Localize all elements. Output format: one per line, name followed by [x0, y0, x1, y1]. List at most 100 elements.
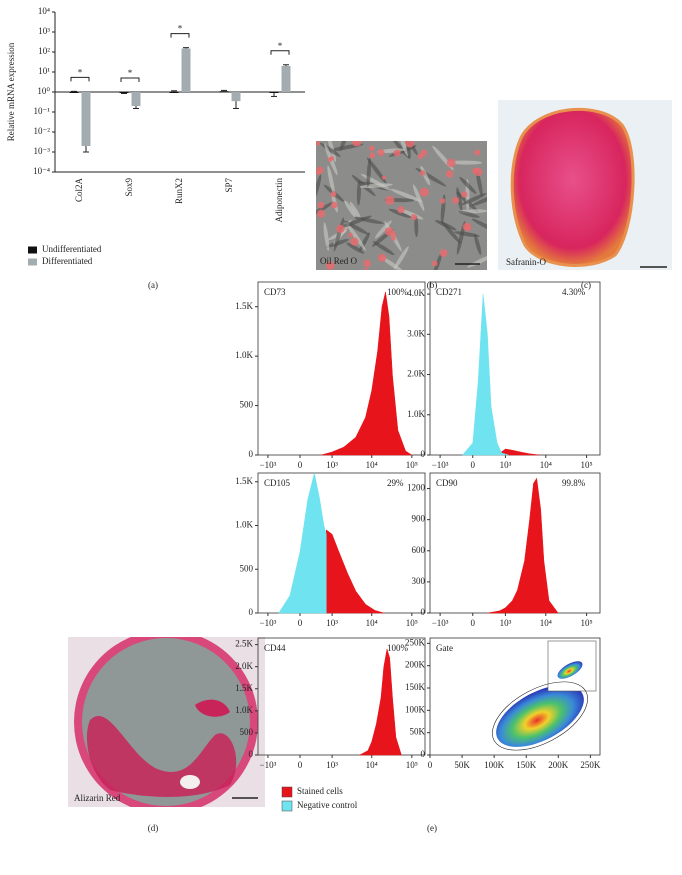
panel-label: (e) [427, 823, 437, 833]
cell [390, 188, 423, 202]
cell [456, 220, 466, 255]
x-tick-label: 10⁵ [406, 760, 418, 770]
cell [345, 222, 366, 251]
lipid-droplet [369, 152, 376, 159]
cell [339, 141, 349, 152]
y-tick-label: 250K [405, 637, 426, 647]
alizarin-red-image [68, 637, 265, 807]
cell [366, 157, 387, 184]
y-tick-label: 10⁰ [37, 86, 50, 96]
lipid-droplet [316, 141, 320, 146]
y-tick-label: 100K [405, 704, 426, 714]
legend-label: Differentiated [42, 256, 93, 266]
y-tick-label: 2.0K [407, 369, 425, 379]
y-tick-label: 1.5K [235, 301, 253, 311]
bar [269, 92, 279, 93]
x-tick-label: 10³ [326, 618, 338, 628]
bar [131, 92, 141, 106]
x-tick-label: 10⁴ [366, 618, 378, 628]
x-tick-label: 0 [298, 760, 303, 770]
y-tick-label: 10¹ [38, 66, 50, 76]
x-tick-label: 10⁴ [366, 760, 378, 770]
y-tick-label: 200K [405, 660, 426, 670]
y-tick-label: 0 [249, 749, 254, 759]
legend-swatch [281, 786, 293, 798]
x-tick-label: 0 [471, 618, 476, 628]
y-tick-label: 1.5K [235, 476, 253, 486]
cell [441, 221, 461, 244]
lipid-droplet [419, 187, 429, 197]
cell [323, 222, 330, 251]
percent-label: 29% [387, 478, 404, 488]
significance-bracket [170, 33, 190, 38]
plot-frame [429, 281, 601, 456]
lipid-droplet [317, 201, 325, 209]
cell [461, 193, 487, 205]
x-tick-label: 10⁴ [540, 618, 552, 628]
panel-title: CD271 [436, 287, 462, 297]
cell [366, 157, 372, 187]
lipid-droplet [410, 214, 417, 221]
y-tick-label: 1.0K [407, 409, 425, 419]
histogram-area [321, 291, 413, 456]
y-tick-label: 10³ [38, 26, 50, 36]
cell [391, 141, 410, 159]
cell [432, 253, 442, 270]
x-tick-label: RunX2 [174, 178, 184, 204]
legend-swatch [281, 800, 293, 812]
histogram-area [496, 448, 540, 456]
x-tick-label: −10³ [432, 618, 449, 628]
lipid-droplet [405, 141, 415, 148]
x-tick-label: −10³ [260, 618, 277, 628]
lipid-droplet [391, 236, 396, 241]
lipid-droplet [377, 149, 385, 157]
significance-bracket [270, 50, 290, 55]
x-tick-label: 0 [428, 760, 433, 770]
y-tick-label: 0 [421, 607, 426, 617]
panel-label: (a) [148, 280, 158, 290]
percent-label: 100% [387, 643, 409, 653]
x-tick-label: 100K [484, 760, 505, 770]
lipid-droplet [446, 158, 456, 168]
y-tick-label: 1.0K [235, 350, 253, 360]
image-label: Oil Red O [320, 256, 357, 266]
y-tick-label: 600 [412, 545, 426, 555]
x-tick-label: 10⁵ [581, 460, 593, 470]
x-tick-label: 10⁴ [540, 460, 552, 470]
x-tick-label: 0 [298, 460, 303, 470]
y-tick-label: 500 [240, 727, 254, 737]
cell [372, 241, 395, 256]
y-tick-label: 10⁻¹ [34, 106, 51, 116]
lipid-droplet [350, 237, 359, 246]
legend-swatch [28, 246, 37, 254]
x-tick-label: 10⁵ [581, 618, 593, 628]
y-tick-label: 1200 [407, 483, 426, 493]
lipid-droplet [351, 141, 362, 147]
x-tick-label: Col2A [74, 178, 84, 203]
cell [344, 200, 357, 218]
cell [326, 141, 337, 163]
cell [448, 160, 483, 165]
y-tick-label: 0 [421, 449, 426, 459]
lipid-droplet [331, 201, 338, 209]
histogram-area [487, 477, 559, 614]
cell [457, 210, 480, 218]
x-tick-label: 0 [298, 618, 303, 628]
significance-label: * [128, 68, 133, 78]
lipid-droplet [474, 149, 481, 156]
y-tick-label: 150K [405, 682, 426, 692]
y-tick-label: 0 [249, 607, 254, 617]
legend-label: Negative control [297, 800, 358, 810]
cell [474, 234, 482, 255]
cell [327, 165, 335, 196]
y-tick-label: 0 [421, 749, 426, 759]
y-axis-label: Relative mRNA expression [6, 42, 16, 141]
lipid-droplet [417, 153, 424, 160]
lipid-droplet [474, 167, 483, 177]
lipid-droplet [336, 224, 345, 234]
lipid-droplet [348, 232, 353, 238]
x-tick-label: −10³ [260, 460, 277, 470]
cell [414, 215, 419, 238]
y-tick-label: 1.0K [235, 520, 253, 530]
